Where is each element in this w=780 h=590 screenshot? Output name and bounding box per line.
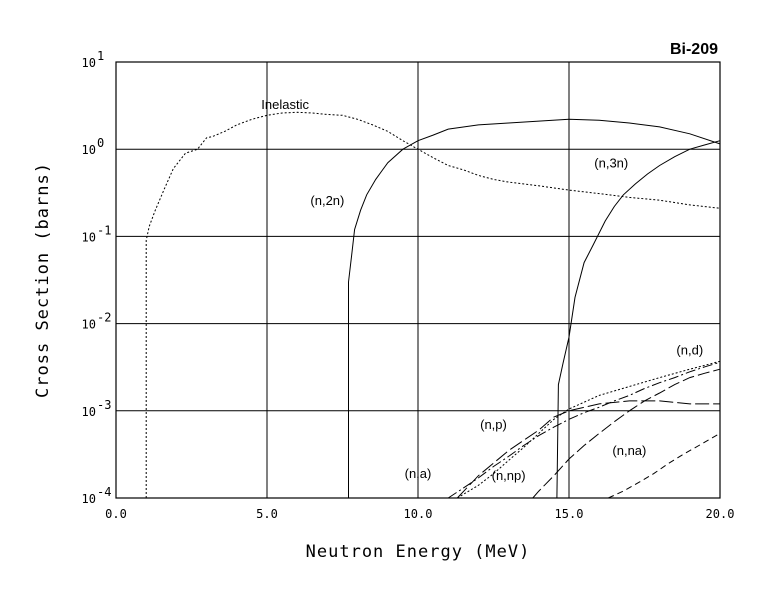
y-tick-exponent: -3 [97,398,111,412]
series-line [456,400,720,499]
series-line [348,118,721,498]
series-annotation: (n,na) [612,443,646,458]
series-lines [145,111,721,499]
x-tick-labels: 0.0 5.0 10.0 15.0 20.0 [105,507,734,521]
y-tick-exponent: -2 [97,311,111,325]
series-annotation: (n,np) [492,468,526,483]
series-line [447,361,721,499]
series-annotation: (n,2n) [310,193,344,208]
series-annotation: Inelastic [261,97,309,112]
y-axis-label: Cross Section (barns) [33,162,53,398]
series-line [532,368,721,499]
y-tick-label: 10 [82,230,96,244]
series-line [556,140,721,499]
x-tick-label: 10.0 [404,507,433,521]
grid-lines [115,61,721,499]
x-tick-label: 15.0 [555,507,584,521]
series-annotation: (n,a) [405,466,432,481]
y-tick-label: 10 [82,318,96,332]
y-tick-exponent: 0 [97,136,104,150]
plot-frame [115,61,721,499]
y-tick-label: 10 [82,56,96,70]
series-line [457,360,721,499]
x-tick-label: 0.0 [105,507,127,521]
chart-title: Bi-209 [670,41,718,58]
y-tick-label: 10 [82,143,96,157]
y-tick-exponent: 1 [97,49,104,63]
series-line [145,111,721,498]
y-tick-label: 10 [82,492,96,506]
y-tick-label: 10 [82,405,96,419]
series-line [608,432,721,499]
y-tick-exponent: -1 [97,223,111,237]
series-annotation: (n,3n) [594,155,628,170]
series-annotations: Inelastic (n,2n) (n,3n) (n,d) (n,p) (n,a) (n,n… [261,97,703,483]
series-annotation: (n,p) [480,417,507,432]
x-tick-label: 5.0 [256,507,278,521]
x-tick-label: 20.0 [706,507,735,521]
y-tick-exponent: -4 [97,485,111,499]
series-annotation: (n,d) [676,343,703,358]
x-axis-label: Neutron Energy (MeV) [306,542,531,562]
